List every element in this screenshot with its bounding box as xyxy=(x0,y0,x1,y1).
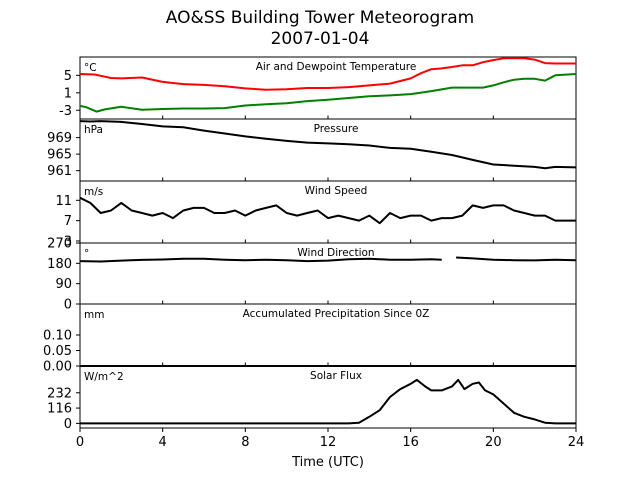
series-line xyxy=(456,256,577,262)
x-tick-label: 0 xyxy=(76,435,84,450)
panel-title: Solar Flux xyxy=(310,370,362,382)
y-tick-label: -3 xyxy=(59,104,72,119)
series-line xyxy=(79,257,442,263)
y-tick-label: 90 xyxy=(55,277,72,292)
y-tick-label: 5 xyxy=(64,69,72,84)
y-tick-label: 270 xyxy=(47,237,72,252)
y-tick-label: 232 xyxy=(47,386,72,401)
x-tick-label: 16 xyxy=(402,435,419,450)
figure-title: AO&SS Building Tower Meteorogram xyxy=(165,8,475,28)
panel-unit: m/s xyxy=(84,186,103,198)
y-tick-label: 180 xyxy=(47,257,72,272)
x-tick-label: 4 xyxy=(159,435,167,450)
figure-subtitle: 2007-01-04 xyxy=(270,29,370,49)
panel-unit: ° xyxy=(84,248,89,260)
panel-unit: hPa xyxy=(84,124,103,136)
panel-title: Accumulated Precipitation Since 0Z xyxy=(243,308,430,320)
panel-unit: °C xyxy=(84,62,97,74)
y-tick-label: 3 xyxy=(64,234,72,249)
series-line xyxy=(79,120,577,170)
y-tick-label: 0.00 xyxy=(43,360,72,375)
panel-unit: W/m^2 xyxy=(84,371,124,383)
y-tick-label: 1 xyxy=(64,86,72,101)
x-tick-label: 8 xyxy=(241,435,249,450)
y-tick-label: 0.05 xyxy=(43,344,72,359)
x-tick-label: 12 xyxy=(320,435,337,450)
y-tick-label: 116 xyxy=(47,402,72,417)
y-tick-label: 961 xyxy=(47,164,72,179)
panel-title: Wind Direction xyxy=(297,247,374,259)
panel-title: Pressure xyxy=(314,123,359,135)
y-tick-label: 969 xyxy=(47,131,72,146)
series-line xyxy=(79,73,577,113)
panel-title: Wind Speed xyxy=(305,185,368,197)
y-tick-label: 11 xyxy=(55,194,72,209)
y-tick-label: 965 xyxy=(47,148,72,163)
panel-title: Air and Dewpoint Temperature xyxy=(256,61,417,73)
series-line xyxy=(79,196,576,225)
x-tick-label: 24 xyxy=(568,435,585,450)
y-tick-label: 0 xyxy=(64,417,72,432)
y-tick-label: 0.10 xyxy=(43,329,72,344)
x-axis-label: Time (UTC) xyxy=(291,455,364,470)
y-tick-label: 7 xyxy=(64,214,72,229)
x-tick-label: 20 xyxy=(485,435,502,450)
panel-unit: mm xyxy=(84,309,104,321)
y-tick-label: 0 xyxy=(64,298,72,313)
series-line xyxy=(79,57,576,91)
series-line xyxy=(80,378,576,425)
